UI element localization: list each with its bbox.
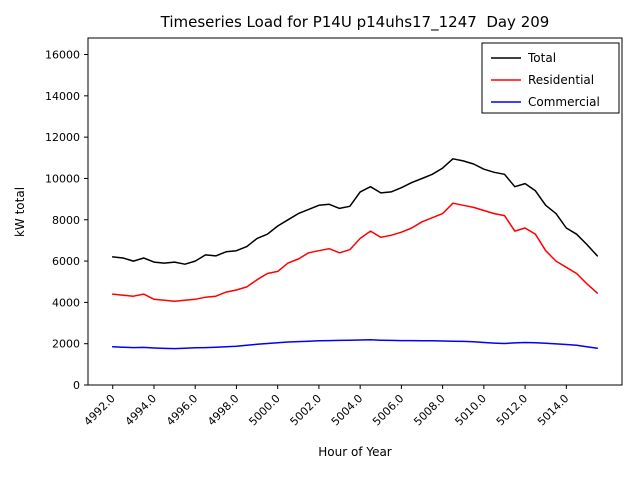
y-tick-label: 4000 [52,296,80,309]
legend-label-residential: Residential [528,73,594,87]
y-tick-label: 10000 [45,172,80,185]
x-tick-label: 5010.0 [453,392,489,428]
y-tick-label: 0 [73,379,80,392]
x-axis-label: Hour of Year [318,445,392,459]
series-line-total [111,158,599,265]
legend-label-commercial: Commercial [528,95,600,109]
plot-area-border [87,37,623,386]
x-tick-label: 4996.0 [164,392,200,428]
x-tick-label: 5004.0 [329,392,365,428]
x-tick-label: 5014.0 [535,392,571,428]
y-tick-label: 2000 [52,338,80,351]
series-line-residential [111,202,599,303]
x-tick-label: 4994.0 [123,392,159,428]
chart-title: Timeseries Load for P14U p14uhs17_1247 D… [160,13,550,31]
x-tick-label: 5012.0 [494,392,530,428]
x-tick-label: 5000.0 [246,392,282,428]
x-tick-label: 5002.0 [288,392,324,428]
series-line-commercial [111,339,599,350]
y-tick-label: 14000 [45,90,80,103]
x-tick-label: 5006.0 [370,392,406,428]
legend-label-total: Total [527,51,556,65]
x-tick-label: 4998.0 [205,392,241,428]
y-tick-label: 16000 [45,49,80,62]
y-tick-label: 6000 [52,255,80,268]
y-tick-label: 8000 [52,214,80,227]
x-tick-label: 5008.0 [411,392,447,428]
y-tick-label: 12000 [45,131,80,144]
x-tick-label: 4992.0 [81,392,117,428]
